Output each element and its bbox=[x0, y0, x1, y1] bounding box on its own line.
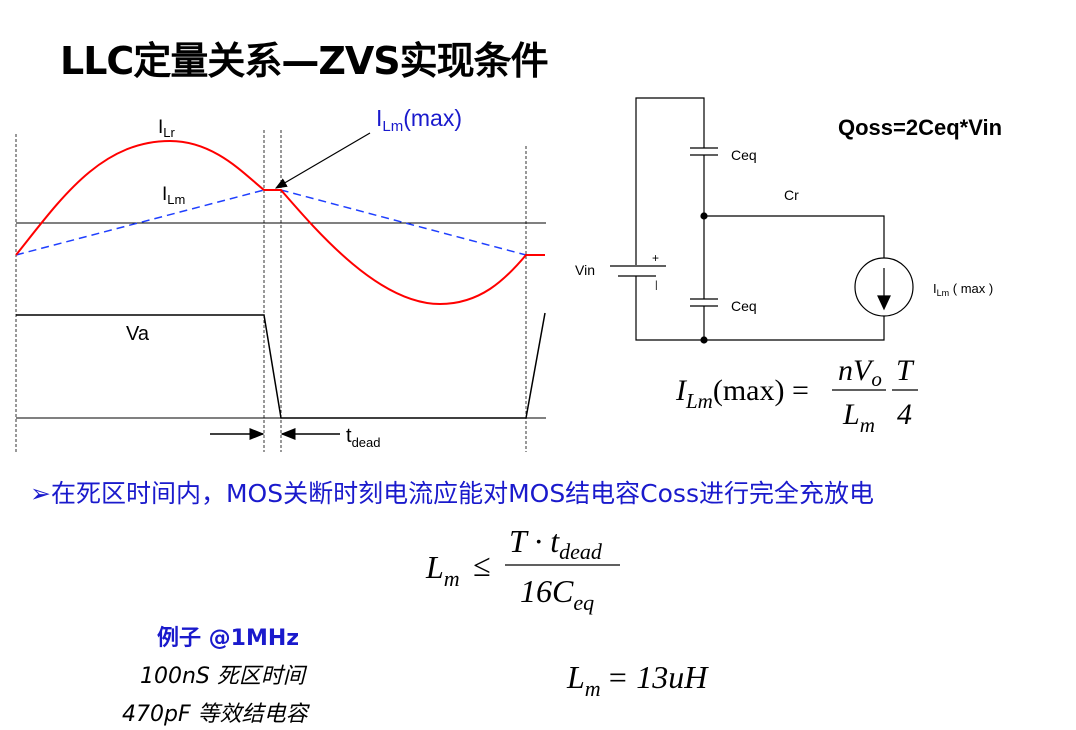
current-arrow-icon bbox=[877, 295, 891, 311]
svg-text:Lm: Lm bbox=[425, 549, 460, 591]
svg-text:4: 4 bbox=[897, 398, 912, 431]
ceq-top-label: Ceq bbox=[731, 147, 757, 163]
time-markers bbox=[15, 130, 527, 452]
wire-bottom bbox=[635, 276, 885, 341]
example-capacitance: 470pF 等效结电容 bbox=[122, 702, 308, 727]
source-label: ILm ( max ) bbox=[933, 281, 993, 298]
svg-text:≤: ≤ bbox=[473, 547, 491, 583]
svg-text:16Ceq: 16Ceq bbox=[520, 573, 594, 615]
node-dot bbox=[700, 336, 708, 344]
ceq-bottom-label: Ceq bbox=[731, 298, 757, 314]
svg-text:Lm: Lm bbox=[842, 398, 875, 437]
slide-title: LLC定量关系—ZVS实现条件 bbox=[60, 39, 549, 83]
svg-text:nVo: nVo bbox=[838, 354, 882, 391]
waveform-diagram: ILr ILm ILm(max) Va tdead bbox=[15, 105, 546, 452]
wire-top bbox=[635, 97, 705, 265]
wire-cr bbox=[704, 215, 885, 258]
node-dot bbox=[700, 212, 708, 220]
svg-text:T · tdead: T · tdead bbox=[509, 523, 603, 564]
cr-label: Cr bbox=[784, 187, 799, 203]
ilm-max-label: ILm(max) bbox=[376, 105, 462, 135]
plus-sign: + bbox=[652, 251, 659, 265]
current-source bbox=[854, 257, 914, 317]
example-deadtime: 100nS 死区时间 bbox=[140, 664, 305, 689]
example-title: 例子 @1MHz bbox=[157, 626, 300, 651]
tdead-label: tdead bbox=[346, 425, 380, 450]
svg-text:ILm(max) =: ILm(max) = bbox=[675, 374, 809, 413]
ilr-trace bbox=[15, 139, 545, 306]
ilm-max-formula: ILm(max) = nVo Lm T 4 bbox=[675, 354, 918, 437]
minus-sign: | bbox=[655, 280, 658, 291]
bullet-text: ➢在死区时间内，MOS关断时刻电流应能对MOS结电容Coss进行完全充放电 bbox=[30, 479, 874, 508]
ilr-label: ILr bbox=[158, 117, 176, 140]
qoss-formula: Qoss=2Ceq*Vin bbox=[838, 115, 1002, 140]
lm-inequality: Lm ≤ T · tdead 16Ceq bbox=[425, 523, 620, 615]
vin-label: Vin bbox=[575, 262, 595, 278]
svg-text:T: T bbox=[896, 354, 915, 387]
svg-text:Lm= 13uH: Lm = 13uH bbox=[566, 659, 709, 701]
lm-result: Lm = 13uH bbox=[566, 659, 709, 701]
ilm-label: ILm bbox=[162, 184, 185, 207]
va-label: Va bbox=[126, 323, 150, 345]
ilm-max-pointer bbox=[274, 132, 371, 189]
circuit-diagram bbox=[610, 97, 914, 344]
